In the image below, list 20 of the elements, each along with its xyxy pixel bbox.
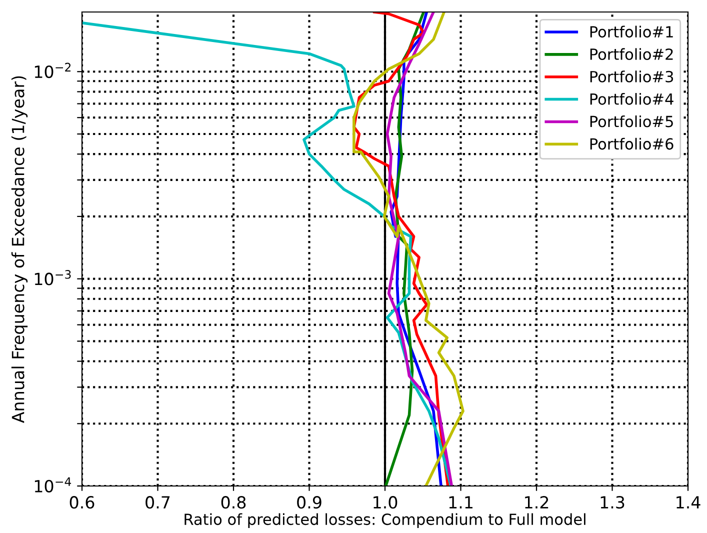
- legend-label: Portfolio#6: [590, 138, 674, 150]
- legend-label: Portfolio#5: [590, 115, 673, 128]
- x-tick-label: 0.8: [221, 496, 246, 509]
- y-tick-label: 10$^{−2}$: [34, 62, 71, 78]
- x-tick-label: 1.2: [525, 496, 548, 508]
- legend-label: Portfolio#4: [590, 93, 674, 105]
- legend-label: Portfolio#1: [590, 26, 673, 38]
- x-tick-label: 1.1: [449, 496, 472, 508]
- y-tick-label: 10$^{−3}$: [34, 270, 71, 286]
- y-axis-title: Annual Frequency of Exceedance (1/year): [11, 76, 28, 423]
- legend-label: Portfolio#3: [590, 70, 674, 82]
- legend-label: Portfolio#2: [590, 48, 673, 60]
- x-tick-label: 1.4: [676, 496, 700, 508]
- x-axis-title: Ratio of predicted losses: Compendium to Full model: [184, 513, 586, 528]
- x-tick-label: 0.6: [70, 496, 94, 509]
- x-tick-label: 1.3: [600, 496, 624, 509]
- x-tick-label: 0.7: [146, 496, 170, 509]
- x-tick-label: 1.0: [374, 496, 398, 509]
- x-tick-label: 0.9: [297, 496, 322, 509]
- y-tick-label: 10$^{−4}$: [34, 477, 72, 492]
